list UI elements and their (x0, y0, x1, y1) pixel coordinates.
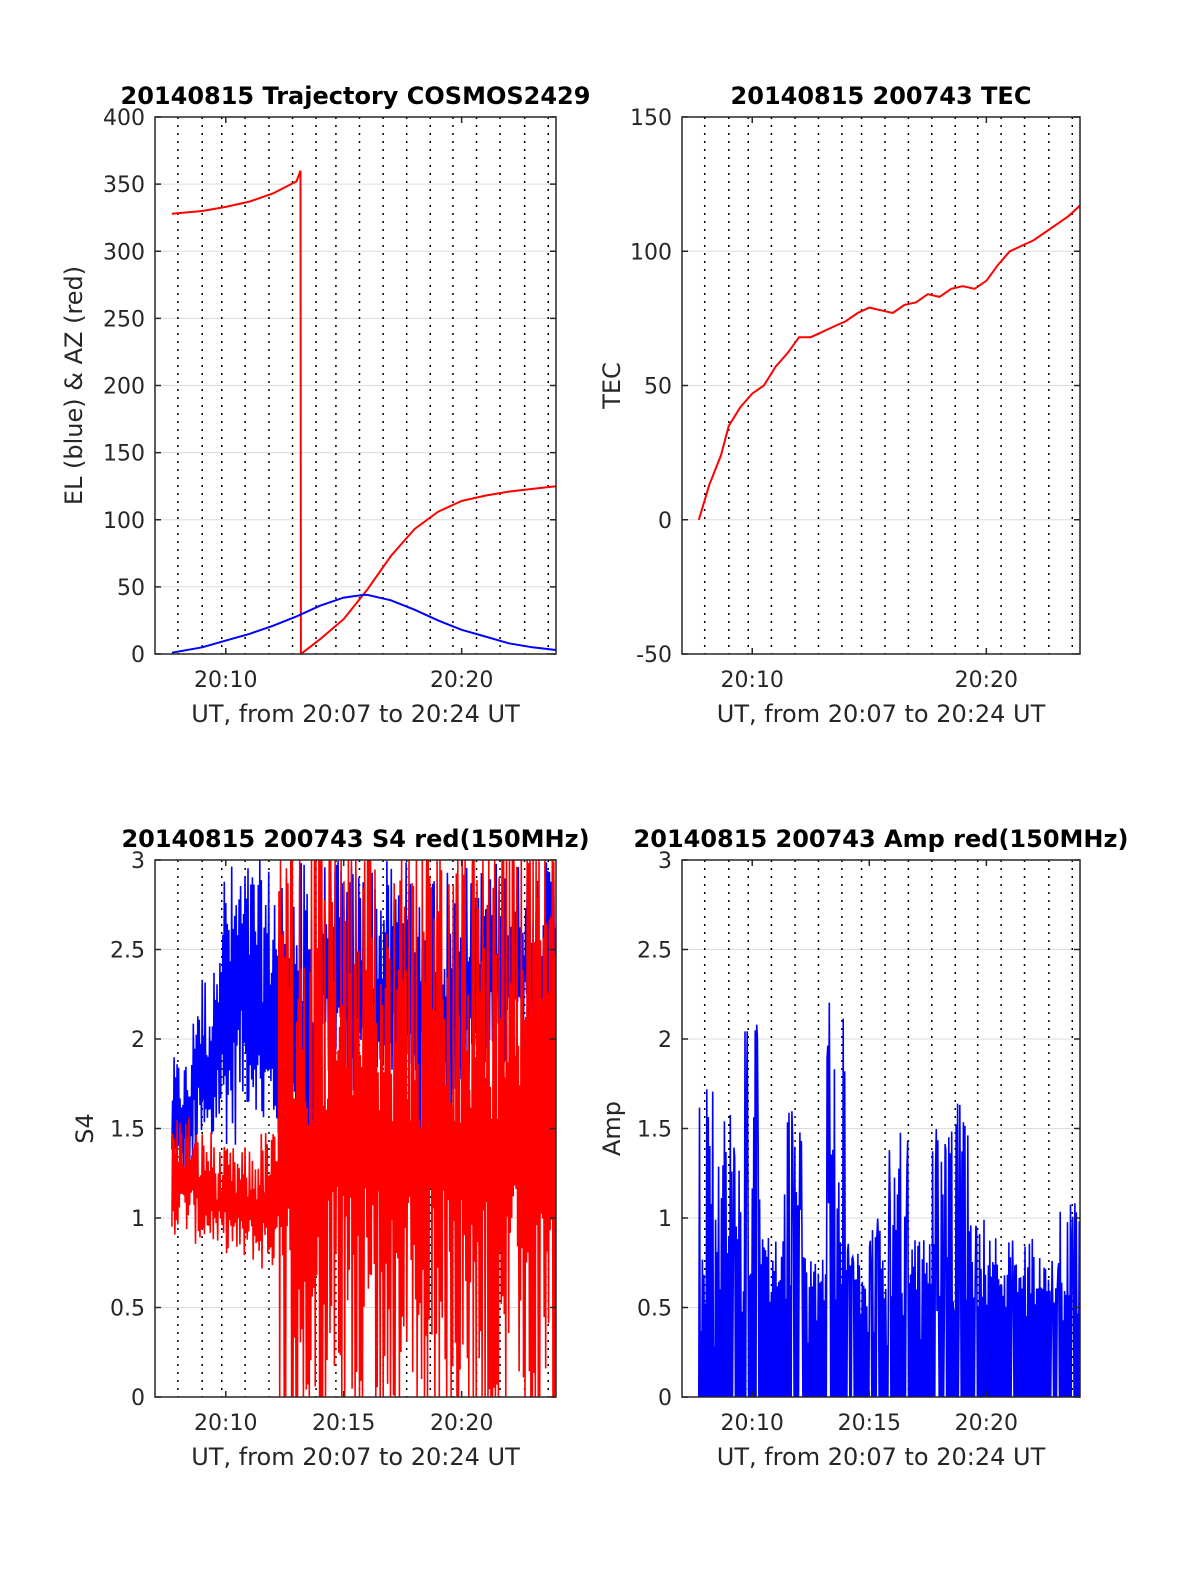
y-tick-label: 50 (644, 375, 672, 400)
series-line-el (171, 593, 556, 654)
y-axis-label: EL (blue) & AZ (red) (60, 266, 88, 505)
y-tick-label: 1 (131, 1207, 145, 1232)
y-tick-label: 0.5 (637, 1297, 672, 1322)
x-tick-label: 20:20 (955, 668, 1018, 693)
y-tick-label: 300 (103, 240, 145, 265)
y-tick-label: 100 (103, 509, 145, 534)
y-tick-label: 0 (658, 1386, 672, 1411)
y-tick-label: 350 (103, 173, 145, 198)
chart-panel-3: 0 0.5 1 1.5 2 2.5 3 20:10 20:15 20:20 20140815 200… (71, 825, 590, 1471)
x-tick-label: 20:15 (838, 1411, 901, 1436)
x-tick-label: 20:20 (430, 1411, 493, 1436)
y-tick-label: 2 (658, 1028, 672, 1053)
y-axis-label: S4 (71, 1113, 99, 1144)
x-axis-label: UT, from 20:07 to 20:24 UT (717, 1443, 1046, 1471)
y-tick-label: 200 (103, 375, 145, 400)
data-layer (697, 1002, 1080, 1397)
y-tick-label: 50 (117, 576, 145, 601)
data-layer (171, 860, 556, 1397)
x-axis-label: UT, from 20:07 to 20:24 UT (717, 700, 1046, 728)
y-tick-label: 0.5 (110, 1297, 145, 1322)
x-tick-label: 20:10 (721, 1411, 784, 1436)
y-tick-label: 250 (103, 307, 145, 332)
x-tick-label: 20:20 (955, 1411, 1018, 1436)
x-tick-label: 20:10 (194, 1411, 257, 1436)
y-tick-label: 1.5 (637, 1118, 672, 1143)
y-tick-label: 0 (658, 509, 672, 534)
y-tick-label: 0 (131, 1386, 145, 1411)
y-tick-label: 3 (658, 849, 672, 874)
x-tick-label: 20:20 (430, 668, 493, 693)
chart-title: 20140815 200743 TEC (731, 82, 1032, 110)
chart-title: 20140815 200743 S4 red(150MHz) (121, 825, 589, 853)
series-line-red (697, 204, 1080, 521)
chart-panel-2: -50 0 50 100 150 20:10 20:20 20140815 200743 TE… (598, 82, 1081, 728)
chart-title: 20140815 200743 Amp red(150MHz) (634, 825, 1129, 853)
y-tick-label: 2.5 (637, 939, 672, 964)
chart-title: 20140815 Trajectory COSMOS2429 (121, 82, 591, 110)
series-line-az (171, 170, 556, 654)
x-tick-label: 20:15 (312, 1411, 375, 1436)
y-axis-label: Amp (598, 1101, 626, 1156)
y-tick-label: 150 (103, 442, 145, 467)
y-tick-label: -50 (636, 643, 672, 668)
series-line-blue (697, 1002, 1080, 1397)
chart-panel-1: 0 50 100 150 200 250 300 350 400 20:10 20:20 201408… (60, 82, 590, 728)
y-tick-label: 3 (131, 849, 145, 874)
y-tick-label: 1.5 (110, 1118, 145, 1143)
x-axis-label: UT, from 20:07 to 20:24 UT (191, 700, 520, 728)
data-layer (697, 204, 1080, 521)
y-tick-label: 1 (658, 1207, 672, 1232)
y-tick-label: 100 (630, 240, 672, 265)
y-tick-label: 2 (131, 1028, 145, 1053)
y-tick-label: 2.5 (110, 939, 145, 964)
x-tick-label: 20:10 (721, 668, 784, 693)
series-line-red (171, 860, 556, 1397)
x-tick-label: 20:10 (194, 668, 257, 693)
chart-panel-4: 0 0.5 1 1.5 2 2.5 3 20:10 20:15 20:20 20140815 200… (598, 825, 1128, 1471)
y-tick-label: 400 (103, 106, 145, 131)
y-axis-label: TEC (598, 362, 626, 410)
y-tick-label: 0 (131, 643, 145, 668)
y-tick-label: 150 (630, 106, 672, 131)
x-axis-label: UT, from 20:07 to 20:24 UT (191, 1443, 520, 1471)
data-layer (171, 170, 556, 654)
